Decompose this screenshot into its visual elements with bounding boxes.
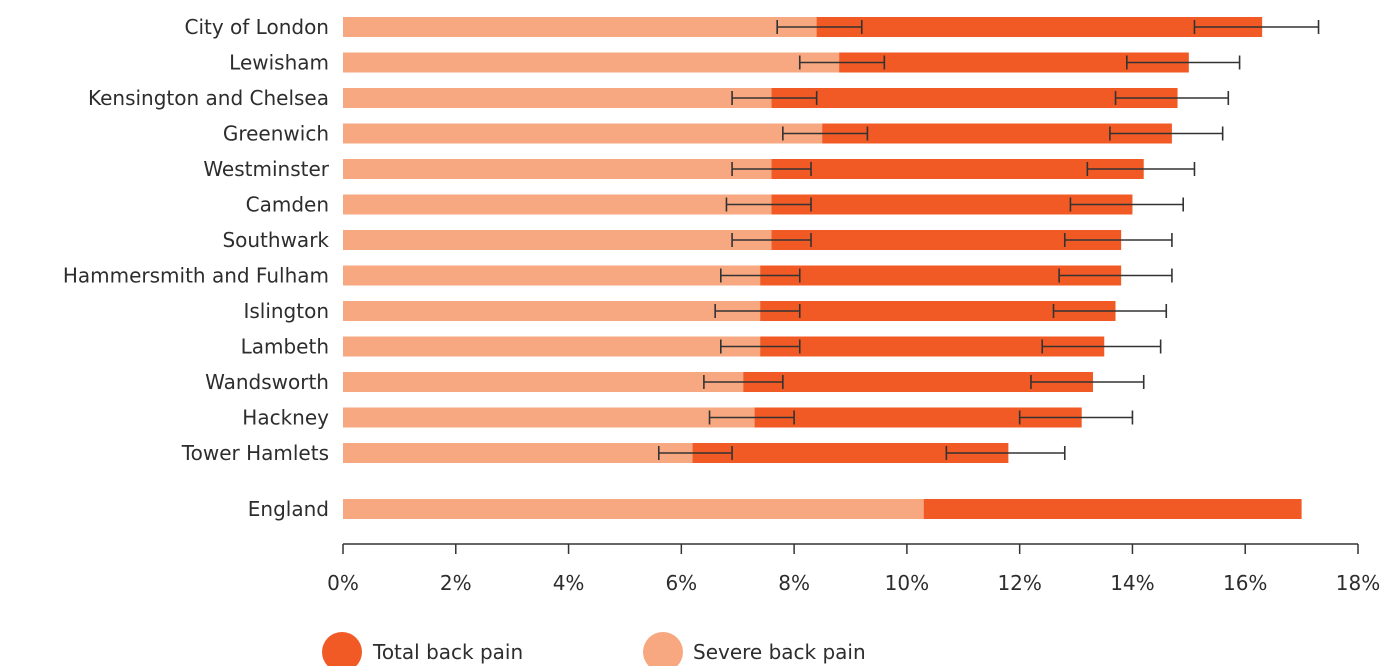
error-bar-total-wandsworth [1030, 375, 1145, 389]
bar-severe-hammersmith-and-fulham [343, 265, 761, 286]
legend-label-severe: Severe back pain [693, 640, 866, 664]
bar-severe-islington [343, 301, 761, 321]
category-label-camden: Camden [246, 193, 329, 217]
error-bar-total-islington [1052, 304, 1168, 318]
x-tick-label-10: 10% [885, 571, 929, 595]
x-tick-label-6: 6% [665, 571, 697, 595]
error-bar-total-hammersmith-and-fulham [1058, 268, 1173, 283]
bar-severe-greenwich [343, 123, 823, 144]
category-label-hackney: Hackney [242, 406, 329, 430]
category-label-hammersmith-and-fulham: Hammersmith and Fulham [63, 264, 329, 288]
error-bar-severe-hackney [708, 410, 795, 425]
error-bar-total-lewisham [1126, 55, 1241, 70]
category-label-england: England [248, 497, 329, 521]
x-tick-label-12: 12% [997, 571, 1041, 595]
error-bar-total-city-of-london [1193, 20, 1320, 34]
legend: Total back pain Severe back pain [322, 632, 866, 670]
error-bar-severe-islington [714, 304, 801, 318]
error-bar-severe-wandsworth [703, 375, 784, 389]
bar-severe-westminster [343, 159, 772, 179]
category-label-city-of-london: City of London [184, 15, 329, 39]
error-bar-severe-southwark [731, 233, 812, 247]
category-label-greenwich: Greenwich [223, 122, 329, 146]
category-label-wandsworth: Wandsworth [205, 370, 329, 394]
error-bar-total-camden [1069, 197, 1184, 212]
x-tick-label-18: 18% [1336, 571, 1380, 595]
bar-severe-city-of-london [343, 17, 817, 37]
legend-swatch-severe [643, 632, 683, 670]
error-bar-total-tower-hamlets [945, 446, 1066, 460]
error-bar-total-southwark [1063, 233, 1173, 247]
legend-label-total: Total back pain [372, 640, 523, 664]
bars-group [343, 17, 1302, 519]
error-bar-severe-kensington-and-chelsea [731, 91, 818, 105]
category-label-westminster: Westminster [203, 157, 329, 181]
error-bar-severe-lewisham [798, 55, 886, 70]
error-bar-total-hackney [1018, 410, 1134, 425]
bar-severe-camden [343, 194, 772, 215]
error-bar-total-lambeth [1041, 339, 1162, 354]
x-tick-label-0: 0% [327, 571, 359, 595]
x-tick-label-14: 14% [1110, 571, 1154, 595]
x-tick-label-8: 8% [778, 571, 810, 595]
error-bar-total-greenwich [1109, 126, 1224, 141]
error-bar-severe-hammersmith-and-fulham [720, 268, 801, 283]
bar-severe-lambeth [343, 336, 761, 357]
category-label-kensington-and-chelsea: Kensington and Chelsea [88, 86, 329, 110]
category-label-tower-hamlets: Tower Hamlets [181, 441, 329, 465]
category-label-lewisham: Lewisham [229, 51, 329, 75]
bar-severe-tower-hamlets [343, 443, 693, 463]
error-bar-severe-lambeth [720, 339, 801, 354]
bar-severe-lewisham [343, 52, 840, 73]
error-bars-group [657, 20, 1320, 460]
bar-severe-kensington-and-chelsea [343, 88, 772, 108]
x-tick-label-2: 2% [440, 571, 472, 595]
bar-severe-hackney [343, 407, 755, 428]
legend-swatch-total [322, 632, 362, 670]
category-label-lambeth: Lambeth [241, 335, 329, 359]
x-tick-label-16: 16% [1223, 571, 1267, 595]
x-tick-label-4: 4% [553, 571, 585, 595]
category-labels-group: City of London Lewisham Kensington and Che… [63, 15, 330, 521]
error-bar-total-westminster [1086, 162, 1196, 176]
error-bar-severe-camden [725, 197, 812, 212]
category-label-southwark: Southwark [222, 228, 329, 252]
error-bar-severe-westminster [731, 162, 812, 176]
category-label-islington: Islington [243, 299, 329, 323]
error-bar-severe-greenwich [782, 126, 869, 141]
bar-severe-wandsworth [343, 372, 744, 392]
bar-severe-england [343, 499, 924, 519]
bar-severe-southwark [343, 230, 772, 250]
x-axis: 0% 2% 4% 6% 8% 10% 12% 14% 16% 18% [327, 543, 1380, 595]
error-bar-total-kensington-and-chelsea [1114, 91, 1230, 105]
error-bar-severe-city-of-london [776, 20, 863, 34]
error-bar-severe-tower-hamlets [657, 446, 733, 460]
